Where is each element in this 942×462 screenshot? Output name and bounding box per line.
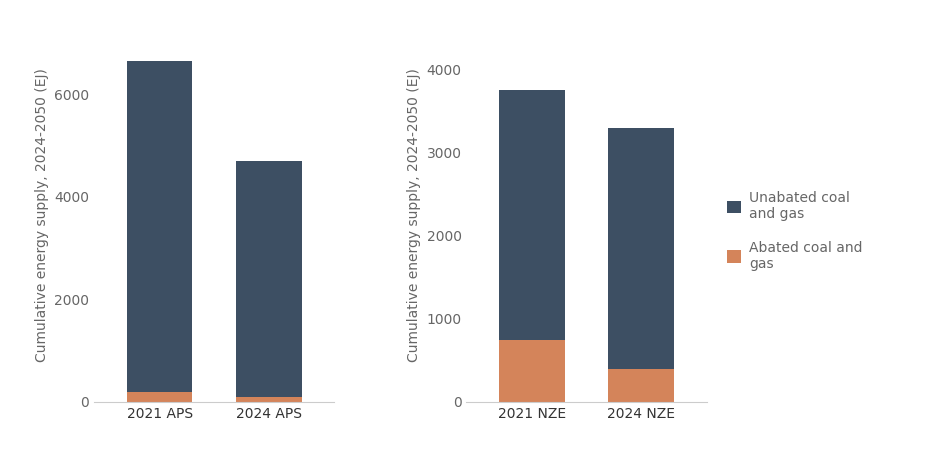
Bar: [236, 397, 301, 402]
Bar: [609, 128, 674, 369]
Bar: [236, 161, 301, 397]
Y-axis label: Cumulative energy supply, 2024-2050 (EJ): Cumulative energy supply, 2024-2050 (EJ): [35, 68, 49, 362]
Bar: [499, 340, 564, 402]
Y-axis label: Cumulative energy supply, 2024-2050 (EJ): Cumulative energy supply, 2024-2050 (EJ): [407, 68, 421, 362]
Bar: [609, 369, 674, 402]
Bar: [499, 90, 564, 340]
Bar: [127, 61, 192, 392]
Legend: Unabated coal
and gas, Abated coal and
gas: Unabated coal and gas, Abated coal and g…: [723, 187, 867, 275]
Bar: [127, 392, 192, 402]
